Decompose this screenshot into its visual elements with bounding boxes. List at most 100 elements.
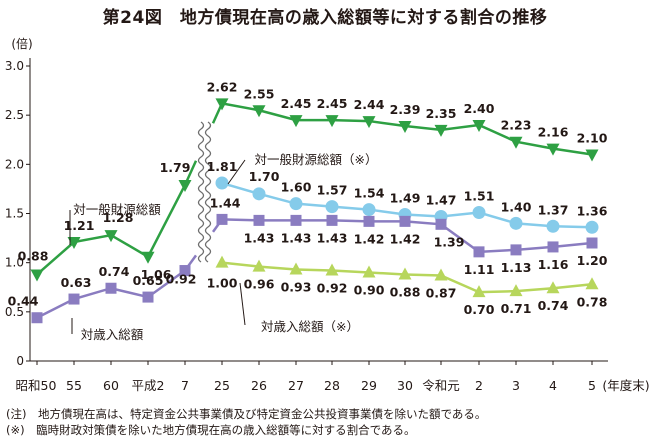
x-tick-label: 29 [361,378,377,393]
series-name-label-4: 対歳入総額（※） [261,319,359,334]
data-point-s2 [546,219,560,233]
data-label-s2: 1.40 [501,199,532,214]
y-tick-label: 3.0 [5,59,24,73]
data-point-s4 [546,281,560,294]
data-point-s4 [434,268,448,281]
data-label-s2: 1.51 [464,189,495,204]
data-label-s4: 0.70 [464,302,495,317]
series-name-label-2: 対一般財源総額（※） [255,152,378,167]
data-label-s3: 0.74 [99,264,130,279]
x-tick-label: 25 [214,378,230,393]
data-point-s1 [362,116,376,129]
x-axis-unit: (年度末) [602,378,649,393]
data-label-s1: 2.39 [390,102,421,117]
x-tick-label: 28 [324,378,340,393]
data-point-s3 [31,312,43,324]
data-point-s3 [68,293,80,305]
data-label-s1: 1.21 [64,218,95,233]
y-axis-unit: (倍) [11,36,32,51]
data-label-s3: 1.13 [501,260,532,275]
data-label-s3: 1.16 [538,257,569,272]
data-point-s2 [289,197,303,211]
data-label-s1: 2.62 [207,79,238,94]
data-label-s3: 0.44 [8,294,39,309]
series-name-label-1: 対一般財源総額 [73,202,161,217]
x-tick-label: 5 [588,378,596,393]
data-point-s1 [289,115,303,128]
x-tick-label: 55 [66,378,82,393]
data-label-s1: 2.44 [354,97,385,112]
data-label-s1: 2.16 [538,125,569,140]
data-point-s3 [290,214,302,226]
data-point-s4 [325,263,339,276]
data-point-s1 [398,120,412,133]
data-label-s4: 0.87 [426,285,457,300]
series-name-label-3: 対歳入総額 [81,327,144,342]
data-label-s1: 1.28 [103,210,134,225]
data-point-s1 [104,230,118,243]
x-tick-label: 4 [549,378,557,393]
data-label-s1: 2.45 [281,96,312,111]
data-label-s3: 0.92 [166,272,197,287]
data-label-s4: 0.88 [390,284,421,299]
data-point-s3 [105,282,117,294]
data-label-s2: 1.47 [426,192,457,207]
data-point-s4 [362,265,376,278]
data-point-s1 [325,115,339,128]
data-point-s1 [546,143,560,156]
data-point-s3 [435,218,447,230]
data-label-s1: 2.40 [464,101,495,116]
data-label-s3: 1.43 [317,230,348,245]
data-label-s1: 1.79 [160,160,191,175]
data-point-s4 [509,284,523,297]
data-label-s1: 2.23 [501,118,532,133]
axis-break-gap [199,120,211,252]
data-point-s3 [547,241,559,253]
data-label-s1: 2.45 [317,96,348,111]
data-label-s2: 1.49 [390,190,421,205]
data-point-s2 [472,206,486,220]
data-point-s1 [252,105,266,118]
data-point-s1 [215,98,229,111]
data-label-s4: 1.00 [207,276,238,291]
data-label-s4: 0.74 [538,298,569,313]
data-label-s3: 1.44 [210,195,241,210]
data-point-s4 [585,277,599,290]
data-point-s2 [362,203,376,217]
data-point-s3 [326,214,338,226]
data-label-s1: 2.35 [426,106,457,121]
data-label-s4: 0.93 [281,280,312,295]
data-label-s1: 2.10 [577,131,608,146]
data-label-s3: 1.42 [354,231,385,246]
data-point-s3 [473,246,485,258]
data-point-s3 [510,244,522,256]
axis-break-line [197,121,205,263]
data-label-s3: 1.20 [577,253,608,268]
data-point-s1 [585,149,599,162]
data-label-s4: 0.90 [354,283,385,298]
data-label-s3: 1.11 [464,262,495,277]
data-label-s2: 1.60 [281,180,312,195]
data-point-s1 [30,269,44,282]
data-point-s2 [509,216,523,230]
series-name-leader-4 [239,282,246,326]
data-point-s3 [179,265,191,277]
data-label-s3: 1.42 [390,231,421,246]
data-point-s3 [142,291,154,303]
data-label-s2: 1.54 [354,186,385,201]
data-label-s3: 0.63 [61,275,92,290]
x-tick-label: 令和元 [422,378,460,393]
data-point-s1 [472,120,486,132]
data-point-s2 [325,200,339,214]
data-point-s4 [398,267,412,280]
y-tick-label: 1.5 [5,207,24,221]
data-point-s4 [252,259,266,272]
data-label-s2: 1.57 [317,183,348,198]
y-tick-label: 1.0 [5,256,24,270]
y-tick-label: 2.0 [5,157,24,171]
data-label-s2: 1.70 [249,169,280,184]
data-label-s2: 1.81 [207,159,238,174]
data-label-s4: 0.96 [244,277,275,292]
data-point-s3 [216,213,228,225]
